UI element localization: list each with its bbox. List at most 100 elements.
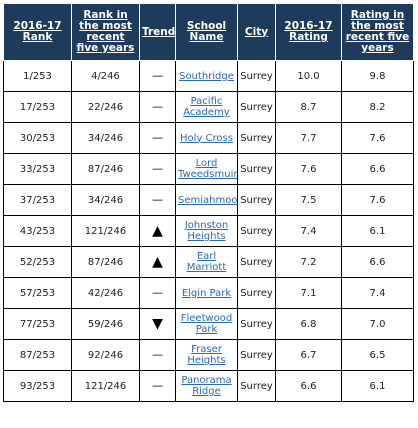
school-link[interactable]: Lord Tweedsmuir [178, 158, 238, 180]
table-row: 87/253 92/246 — Fraser Heights Surrey 6.7 6.5 [3, 339, 414, 371]
rank-cell: 52/253 [3, 246, 72, 278]
rank-cell: 57/253 [3, 277, 72, 309]
trend-cell: — [139, 370, 176, 402]
header-rating[interactable]: 2016-17 Rating [275, 3, 342, 61]
school-name-cell: Holy Cross [175, 122, 238, 154]
rank-five-years-cell: 4/246 [71, 60, 140, 92]
rating-five-years-cell: 8.2 [341, 91, 414, 123]
trend-cell: — [139, 60, 176, 92]
flat-dash-icon: — [152, 100, 163, 113]
school-link[interactable]: Southridge [179, 70, 234, 82]
rank-cell: 30/253 [3, 122, 72, 154]
trend-cell: ▼ [139, 308, 176, 340]
up-triangle-icon: ▲ [152, 222, 163, 239]
flat-dash-icon: — [152, 379, 163, 392]
school-link[interactable]: Earl Marriott [186, 251, 227, 273]
rank-five-years-cell: 42/246 [71, 277, 140, 309]
school-rankings-table: 2016-17 Rank Rank in the most recent fiv… [3, 3, 414, 402]
rank-cell: 77/253 [3, 308, 72, 340]
flat-dash-icon: — [152, 193, 163, 206]
rating-cell: 7.1 [275, 277, 342, 309]
school-link[interactable]: Panorama Ridge [181, 375, 232, 397]
table-row: 43/253 121/246 ▲ Johnston Heights Surrey 7.4 6… [3, 215, 414, 247]
school-name-cell: Southridge [175, 60, 238, 92]
city-cell: Surrey [237, 277, 276, 309]
header-trend[interactable]: Trend [139, 3, 176, 61]
header-rating-five-years[interactable]: Rating in the most recent five years [341, 3, 414, 61]
table-row: 1/253 4/246 — Southridge Surrey 10.0 9.8 [3, 60, 414, 92]
school-name-cell: Pacific Academy [175, 91, 238, 123]
rating-cell: 6.7 [275, 339, 342, 371]
rank-five-years-cell: 87/246 [71, 246, 140, 278]
down-triangle-icon: ▼ [152, 315, 163, 332]
rank-cell: 93/253 [3, 370, 72, 402]
rating-cell: 10.0 [275, 60, 342, 92]
school-link[interactable]: Elgin Park [181, 287, 232, 299]
rating-five-years-cell: 6.1 [341, 215, 414, 247]
rating-cell: 7.6 [275, 153, 342, 185]
city-cell: Surrey [237, 91, 276, 123]
rank-five-years-cell: 92/246 [71, 339, 140, 371]
city-cell: Surrey [237, 122, 276, 154]
school-name-cell: Earl Marriott [175, 246, 238, 278]
school-link[interactable]: Fleetwood Park [180, 313, 233, 335]
header-rank-five-years[interactable]: Rank in the most recent five years [71, 3, 140, 61]
school-name-cell: Panorama Ridge [175, 370, 238, 402]
trend-cell: ▲ [139, 246, 176, 278]
table-row: 93/253 121/246 — Panorama Ridge Surrey 6.6 6.1 [3, 370, 414, 402]
rating-five-years-cell: 7.4 [341, 277, 414, 309]
rank-five-years-cell: 121/246 [71, 215, 140, 247]
city-cell: Surrey [237, 339, 276, 371]
rating-cell: 7.2 [275, 246, 342, 278]
rank-cell: 1/253 [3, 60, 72, 92]
rank-cell: 37/253 [3, 184, 72, 216]
header-city[interactable]: City [237, 3, 276, 61]
rankings-frame: 2016-17 Rank Rank in the most recent fiv… [3, 3, 414, 402]
rating-five-years-cell: 9.8 [341, 60, 414, 92]
table-row: 57/253 42/246 — Elgin Park Surrey 7.1 7.4 [3, 277, 414, 309]
rank-five-years-cell: 34/246 [71, 184, 140, 216]
table-row: 33/253 87/246 — Lord Tweedsmuir Surrey 7.6 6.6 [3, 153, 414, 185]
rating-cell: 6.6 [275, 370, 342, 402]
school-name-cell: Fraser Heights [175, 339, 238, 371]
rank-cell: 17/253 [3, 91, 72, 123]
school-link[interactable]: Holy Cross [180, 132, 233, 144]
school-name-cell: Lord Tweedsmuir [175, 153, 238, 185]
trend-cell: — [139, 277, 176, 309]
flat-dash-icon: — [152, 348, 163, 361]
school-name-cell: Johnston Heights [175, 215, 238, 247]
flat-dash-icon: — [152, 286, 163, 299]
up-triangle-icon: ▲ [152, 253, 163, 270]
flat-dash-icon: — [152, 69, 163, 82]
rank-five-years-cell: 34/246 [71, 122, 140, 154]
table-row: 17/253 22/246 — Pacific Academy Surrey 8.7 8.2 [3, 91, 414, 123]
header-school-name[interactable]: School Name [175, 3, 238, 61]
school-name-cell: Fleetwood Park [175, 308, 238, 340]
city-cell: Surrey [237, 215, 276, 247]
table-row: 37/253 34/246 — Semiahmoo Surrey 7.5 7.6 [3, 184, 414, 216]
rank-cell: 43/253 [3, 215, 72, 247]
rating-cell: 7.5 [275, 184, 342, 216]
city-cell: Surrey [237, 246, 276, 278]
trend-cell: — [139, 91, 176, 123]
header-rank[interactable]: 2016-17 Rank [3, 3, 72, 61]
flat-dash-icon: — [152, 162, 163, 175]
city-cell: Surrey [237, 308, 276, 340]
rating-five-years-cell: 6.6 [341, 246, 414, 278]
rating-cell: 7.4 [275, 215, 342, 247]
rank-five-years-cell: 87/246 [71, 153, 140, 185]
rating-cell: 7.7 [275, 122, 342, 154]
city-cell: Surrey [237, 184, 276, 216]
trend-cell: — [139, 184, 176, 216]
rank-five-years-cell: 121/246 [71, 370, 140, 402]
school-link[interactable]: Pacific Academy [183, 96, 230, 118]
school-link[interactable]: Semiahmoo [178, 194, 238, 206]
rank-five-years-cell: 22/246 [71, 91, 140, 123]
rating-cell: 6.8 [275, 308, 342, 340]
trend-cell: — [139, 339, 176, 371]
city-cell: Surrey [237, 370, 276, 402]
rating-cell: 8.7 [275, 91, 342, 123]
trend-cell: — [139, 122, 176, 154]
school-link[interactable]: Johnston Heights [184, 220, 229, 242]
school-link[interactable]: Fraser Heights [187, 344, 226, 366]
